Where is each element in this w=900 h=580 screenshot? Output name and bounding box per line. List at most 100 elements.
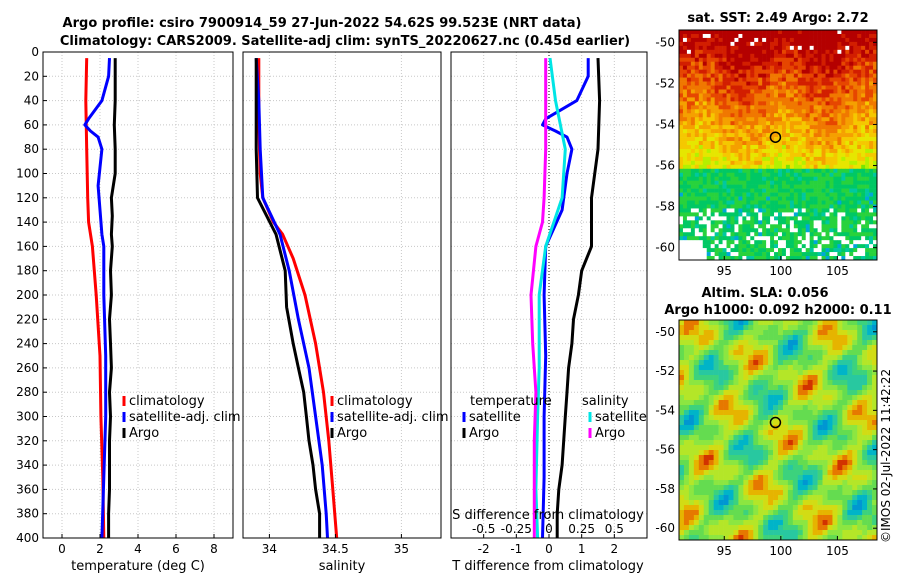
sst-cell xyxy=(734,30,739,35)
sla-cell xyxy=(807,470,813,476)
sst-cell xyxy=(873,61,878,66)
sst-cell xyxy=(873,129,878,134)
sst-cell xyxy=(865,89,870,94)
sst-cell xyxy=(710,53,715,59)
sla-cell xyxy=(758,525,764,531)
sst-cell xyxy=(766,69,771,74)
sst-cell xyxy=(845,105,850,110)
sla-cell xyxy=(847,375,853,381)
sla-cell xyxy=(743,515,749,521)
sla-cell xyxy=(787,525,794,531)
sla-cell xyxy=(683,465,690,471)
sla-cell xyxy=(758,370,764,376)
sla-cell xyxy=(728,525,734,531)
sla-cell xyxy=(797,480,804,486)
sst-cell xyxy=(817,252,822,257)
sst-cell xyxy=(698,240,704,245)
sst-cell xyxy=(817,125,822,130)
sst-cell xyxy=(793,176,799,181)
sst-cell xyxy=(734,148,739,154)
sst-cell xyxy=(849,65,854,70)
sst-cell xyxy=(702,69,708,74)
sst-cell xyxy=(746,77,751,82)
sla-cell xyxy=(822,465,828,471)
sla-cell xyxy=(778,335,784,341)
sla-cell xyxy=(768,335,774,341)
sla-cell xyxy=(693,535,700,541)
sst-cell xyxy=(702,180,708,185)
sst-cell xyxy=(789,61,795,66)
sst-cell xyxy=(746,212,751,217)
sst-cell xyxy=(845,172,850,178)
sla-cell xyxy=(708,530,714,536)
sst-cell xyxy=(694,152,700,158)
sla-cell xyxy=(713,370,719,376)
sst-cell xyxy=(766,145,771,150)
sst-cell xyxy=(690,196,696,201)
sst-cell xyxy=(841,133,846,138)
sla-cell xyxy=(773,500,779,506)
sst-cell xyxy=(758,69,763,74)
sst-cell xyxy=(821,117,826,122)
sst-cell xyxy=(829,121,834,126)
sla-cell xyxy=(782,440,789,446)
sst-cell xyxy=(742,192,747,197)
sst-cell xyxy=(734,125,739,130)
s-difference-label: S difference from climatology xyxy=(452,508,644,523)
sla-cell xyxy=(822,460,828,466)
sla-cell xyxy=(822,350,828,356)
sla-cell xyxy=(862,395,868,401)
sst-cell xyxy=(718,69,723,74)
sst-cell xyxy=(797,148,803,154)
sla-cell xyxy=(693,515,700,521)
sst-cell xyxy=(809,73,814,78)
sst-cell xyxy=(829,61,834,66)
s-tick-label: 0 xyxy=(545,522,553,536)
sst-cell xyxy=(829,141,834,146)
sst-cell xyxy=(770,252,775,257)
sla-cell xyxy=(703,385,709,391)
sst-cell xyxy=(750,212,755,217)
sla-cell xyxy=(718,435,724,441)
sla-cell xyxy=(792,465,799,471)
sla-cell xyxy=(837,535,843,541)
sla-cell xyxy=(679,415,685,421)
sla-cell xyxy=(807,450,813,456)
sla-cell xyxy=(867,360,873,366)
sla-cell xyxy=(807,485,813,491)
sst-cell xyxy=(797,184,803,189)
sla-cell xyxy=(787,385,794,391)
sst-cell xyxy=(758,172,763,178)
sst-cell xyxy=(766,208,771,213)
sst-cell xyxy=(742,41,747,47)
sst-cell xyxy=(865,232,870,237)
sla-cell xyxy=(758,390,764,396)
sst-cell xyxy=(742,141,747,146)
figure-title-line2: Climatology: CARS2009. Satellite-adj cli… xyxy=(60,34,630,49)
sla-cell xyxy=(842,405,848,411)
sla-cell xyxy=(728,360,734,366)
sla-cell xyxy=(867,320,873,326)
sla-cell xyxy=(867,455,873,461)
sst-cell xyxy=(853,73,858,78)
sst-cell xyxy=(778,176,783,181)
sst-cell xyxy=(829,30,834,35)
sst-cell xyxy=(690,228,696,233)
sst-cell xyxy=(702,248,708,253)
sst-cell xyxy=(730,204,735,209)
sst-cell xyxy=(706,256,711,261)
sst-cell xyxy=(686,160,692,166)
sla-cell xyxy=(753,535,759,541)
sst-cell xyxy=(750,145,755,150)
sst-cell xyxy=(686,113,692,118)
sst-cell xyxy=(861,160,866,166)
sla-cell xyxy=(778,385,784,391)
sla-cell xyxy=(802,485,808,491)
sla-cell xyxy=(787,475,794,481)
sst-cell xyxy=(746,137,751,142)
sst-cell xyxy=(793,77,799,82)
sla-cell xyxy=(763,340,769,346)
sst-cell xyxy=(797,65,803,70)
sst-cell xyxy=(750,101,755,106)
sla-cell xyxy=(827,490,833,496)
